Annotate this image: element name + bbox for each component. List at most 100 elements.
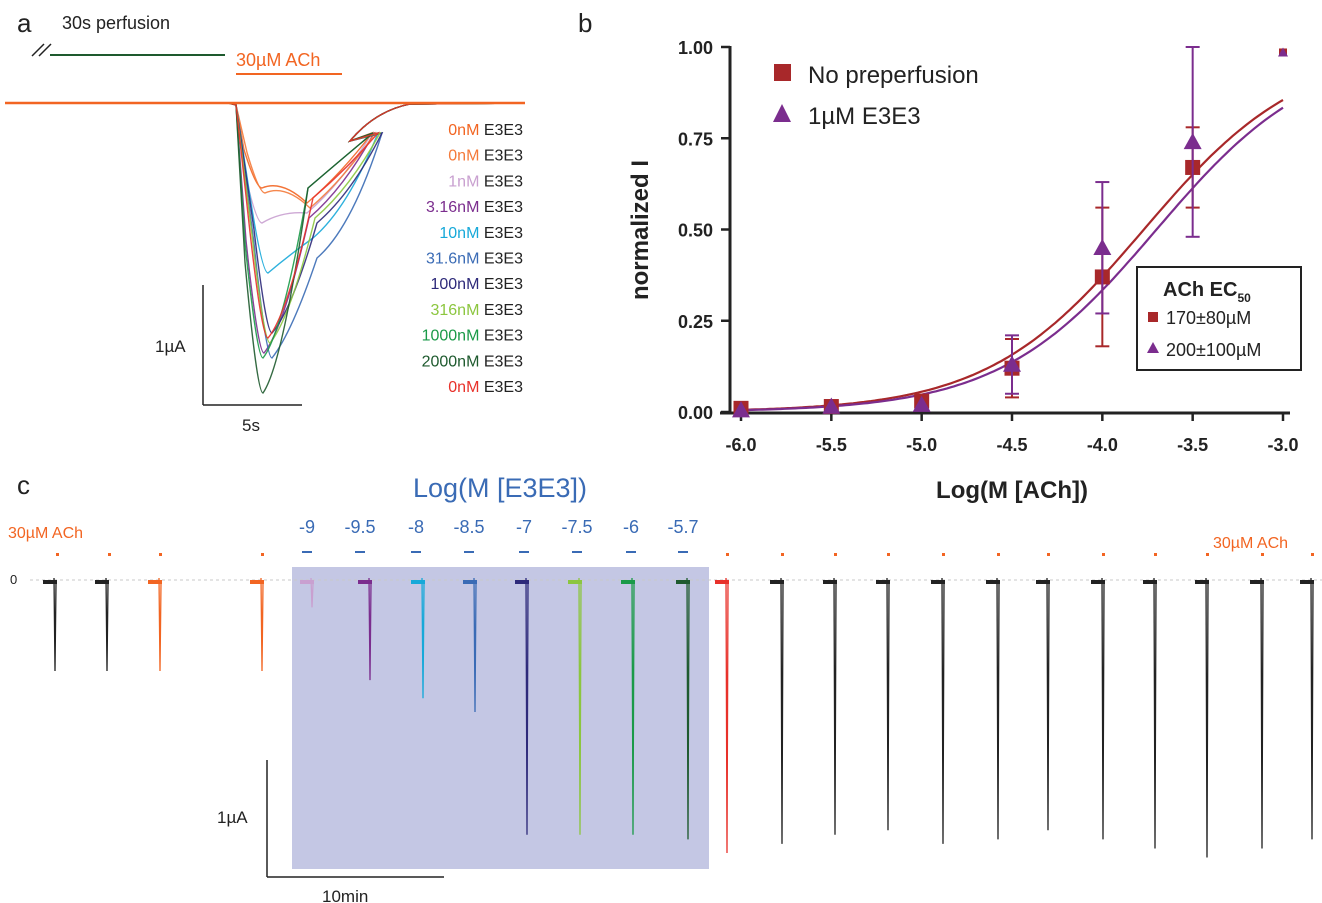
legend-conc: 1000nM (422, 328, 480, 345)
current-trace (105, 577, 109, 672)
legend-compound: E3E3 (479, 122, 523, 139)
data-point-triangle (912, 395, 931, 412)
current-trace (368, 577, 372, 681)
legend-compound: E3E3 (479, 199, 523, 216)
legend-entry: 2000nM E3E3 (422, 353, 524, 370)
current-trace (578, 577, 582, 835)
legend-conc: 2000nM (422, 353, 480, 370)
legend-item-1: No preperfusion (808, 62, 979, 89)
current-trace (1260, 577, 1264, 849)
current-trace (5, 102, 526, 204)
x-tick-label: -3.5 (1177, 435, 1208, 455)
scale-y-label: 1µA (217, 808, 248, 827)
panel-a-letter: a (17, 8, 32, 38)
current-trace (260, 577, 264, 672)
legend-entry: 0nM E3E3 (448, 379, 523, 396)
current-trace (5, 102, 526, 274)
ach-right-label: 30µM ACh (1213, 535, 1288, 552)
ec50-title-text: ACh EC (1163, 279, 1237, 301)
legend-compound: E3E3 (479, 328, 523, 345)
ach-label: 30µM ACh (236, 50, 320, 70)
ec50-box (1136, 266, 1302, 371)
legend-conc: 100nM (430, 276, 479, 293)
data-point-triangle (1183, 132, 1202, 150)
ach-left-label: 30µM ACh (8, 525, 83, 542)
concentration-labels: -9 -9.5 -8 -8.5 -7 -7.5 -6 -5.7 (299, 517, 699, 553)
concentration-label: -7.5 (561, 517, 592, 537)
legend-entry: 100nM E3E3 (430, 276, 523, 293)
current-trace (686, 577, 690, 840)
ec50-subscript: 50 (1237, 291, 1251, 305)
current-trace (5, 102, 526, 209)
ec50-value-1: 170±80µM (1166, 308, 1251, 328)
concentration-label: -9.5 (344, 517, 375, 537)
ach-dot (159, 553, 162, 556)
ach-dot (1047, 553, 1050, 556)
legend-compound: E3E3 (479, 379, 523, 396)
legend-compound: E3E3 (479, 173, 523, 190)
zero-label: 0 (10, 572, 17, 587)
legend-item-2: 1µM E3E3 (808, 103, 921, 130)
current-trace (525, 577, 529, 835)
break-mark (31, 43, 45, 57)
current-trace (421, 577, 425, 699)
current-trace (1310, 577, 1314, 840)
current-trace (941, 577, 945, 844)
data-point-triangle (732, 401, 750, 418)
legend-entry: 10nM E3E3 (439, 225, 523, 242)
current-trace (310, 577, 314, 608)
ach-dot (1102, 553, 1105, 556)
current-trace (833, 577, 837, 835)
current-trace (473, 577, 477, 712)
x-tick-label: -3.0 (1267, 435, 1298, 455)
legend-conc: 0nM (448, 122, 479, 139)
legend-compound: E3E3 (479, 225, 523, 242)
current-trace (158, 577, 162, 672)
concentration-label: -5.7 (667, 517, 698, 537)
legend-entry: 1nM E3E3 (448, 173, 523, 190)
y-tick-label: 1.00 (678, 38, 713, 58)
ach-dot (726, 553, 729, 556)
panel-c: c Log(M [E3E3]) 30µM ACh 30µM ACh 0 -9 -9… (8, 470, 1322, 903)
perfusion-label: 30s perfusion (62, 13, 170, 33)
x-axis-label: Log(M [ACh]) (936, 477, 1088, 504)
panel-a: a 30s perfusion 30µM ACh 1µA 5s 0nM E3E3… (5, 8, 526, 435)
ach-dot (834, 553, 837, 556)
ec50-square-marker (1148, 312, 1158, 322)
x-tick-label: -5.0 (906, 435, 937, 455)
ach-dot (997, 553, 1000, 556)
y-tick-label: 0.00 (678, 403, 713, 423)
legend-conc: 1nM (448, 173, 479, 190)
x-tick-label: -5.5 (816, 435, 847, 455)
y-tick-label: 0.25 (678, 312, 713, 332)
current-trace (1101, 577, 1105, 840)
e3e3-perfusion-region (292, 567, 709, 869)
scale-x-label: 5s (242, 416, 260, 435)
y-axis-label-text: normalized I (627, 160, 654, 300)
panel-c-letter: c (17, 470, 30, 500)
legend-conc: 0nM (448, 148, 479, 165)
legend-entry: 1000nM E3E3 (422, 328, 524, 345)
ach-dot (56, 553, 59, 556)
current-trace (886, 577, 890, 831)
y-tick-label: 0.50 (678, 221, 713, 241)
legend-entry: 316nM E3E3 (430, 302, 523, 319)
legend-entry: 0nM E3E3 (448, 148, 523, 165)
current-traces (5, 101, 526, 394)
data-point-triangle (1278, 47, 1288, 57)
legend-conc: 3.16nM (426, 199, 479, 216)
current-trace (631, 577, 635, 835)
ach-dot (887, 553, 890, 556)
current-trace (725, 577, 729, 854)
concentration-label: -9 (299, 517, 315, 537)
panel-b: b -6.0 -5.5 -5.0 -4.5 -4.0 -3.5 -3.0 0.00 0.25 0.… (578, 8, 1302, 504)
panel-c-title: Log(M [E3E3]) (413, 473, 587, 503)
legend-triangle-marker (773, 104, 791, 122)
x-tick-label: -4.5 (996, 435, 1027, 455)
dose-response-plot: -6.0 -5.5 -5.0 -4.5 -4.0 -3.5 -3.0 0.00 0.25 0.50… (678, 38, 1299, 455)
legend-compound: E3E3 (479, 353, 523, 370)
legend-compound: E3E3 (479, 251, 523, 268)
legend-conc: 10nM (439, 225, 479, 242)
ach-dot (781, 553, 784, 556)
